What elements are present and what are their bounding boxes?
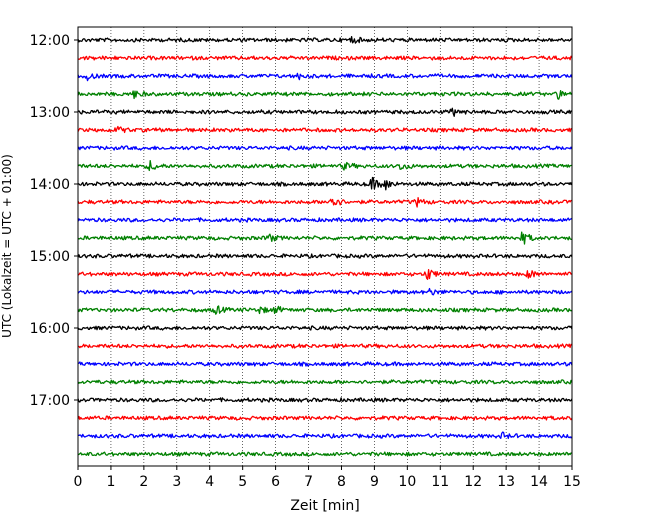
x-tick-label: 11 <box>431 474 449 490</box>
x-tick-label: 15 <box>563 474 581 490</box>
x-axis-ticks: 0 1 2 3 4 5 6 7 8 9 10 11 12 13 14 15 <box>74 466 581 490</box>
trace-row <box>77 287 573 296</box>
vertical-gridlines <box>110 27 540 466</box>
trace-row <box>77 55 573 61</box>
trace-row <box>77 415 573 421</box>
trace-row <box>77 343 573 349</box>
seismogram-traces <box>77 35 573 457</box>
trace-row <box>77 125 573 134</box>
y-tick-label: 12:00 <box>30 33 70 49</box>
x-tick-label: 14 <box>530 474 548 490</box>
trace-row <box>77 89 573 100</box>
trace-row <box>77 253 573 259</box>
trace-row <box>77 72 573 82</box>
y-tick-label: 16:00 <box>30 321 70 337</box>
trace-row <box>77 305 573 315</box>
x-tick-label: 9 <box>370 474 379 490</box>
trace-row <box>77 397 573 403</box>
x-tick-label: 6 <box>271 474 280 490</box>
plot-frame <box>77 26 573 467</box>
x-tick-label: 0 <box>74 474 83 490</box>
x-tick-label: 13 <box>497 474 515 490</box>
x-tick-label: 8 <box>337 474 346 490</box>
trace-row <box>77 176 573 191</box>
trace-row <box>77 361 573 367</box>
x-tick-label: 12 <box>464 474 482 490</box>
trace-row <box>77 197 573 208</box>
x-tick-label: 10 <box>398 474 416 490</box>
plot-background <box>78 27 572 466</box>
trace-row <box>77 269 573 280</box>
x-tick-label: 7 <box>304 474 313 490</box>
x-tick-label: 4 <box>205 474 214 490</box>
x-tick-label: 1 <box>106 474 115 490</box>
y-tick-label: 13:00 <box>30 105 70 121</box>
trace-row <box>77 217 573 223</box>
x-tick-label: 3 <box>172 474 181 490</box>
trace-row <box>77 159 573 172</box>
trace-row <box>77 451 573 457</box>
trace-row <box>77 35 573 44</box>
x-tick-label: 5 <box>238 474 247 490</box>
x-tick-label: 2 <box>139 474 148 490</box>
y-tick-label: 15:00 <box>30 249 70 265</box>
y-tick-label: 14:00 <box>30 177 70 193</box>
trace-row <box>77 431 573 440</box>
trace-row <box>77 145 573 151</box>
y-tick-label: 17:00 <box>30 393 70 409</box>
trace-row <box>77 231 573 245</box>
y-axis-label: UTC (Lokalzeit = UTC + 01:00) <box>0 154 14 338</box>
trace-row <box>77 379 573 385</box>
x-axis-label: Zeit [min] <box>290 498 359 514</box>
y-axis-ticks: 12:00 13:00 14:00 15:00 16:00 17:00 <box>30 33 78 409</box>
trace-row <box>77 107 572 117</box>
trace-row <box>77 325 573 331</box>
